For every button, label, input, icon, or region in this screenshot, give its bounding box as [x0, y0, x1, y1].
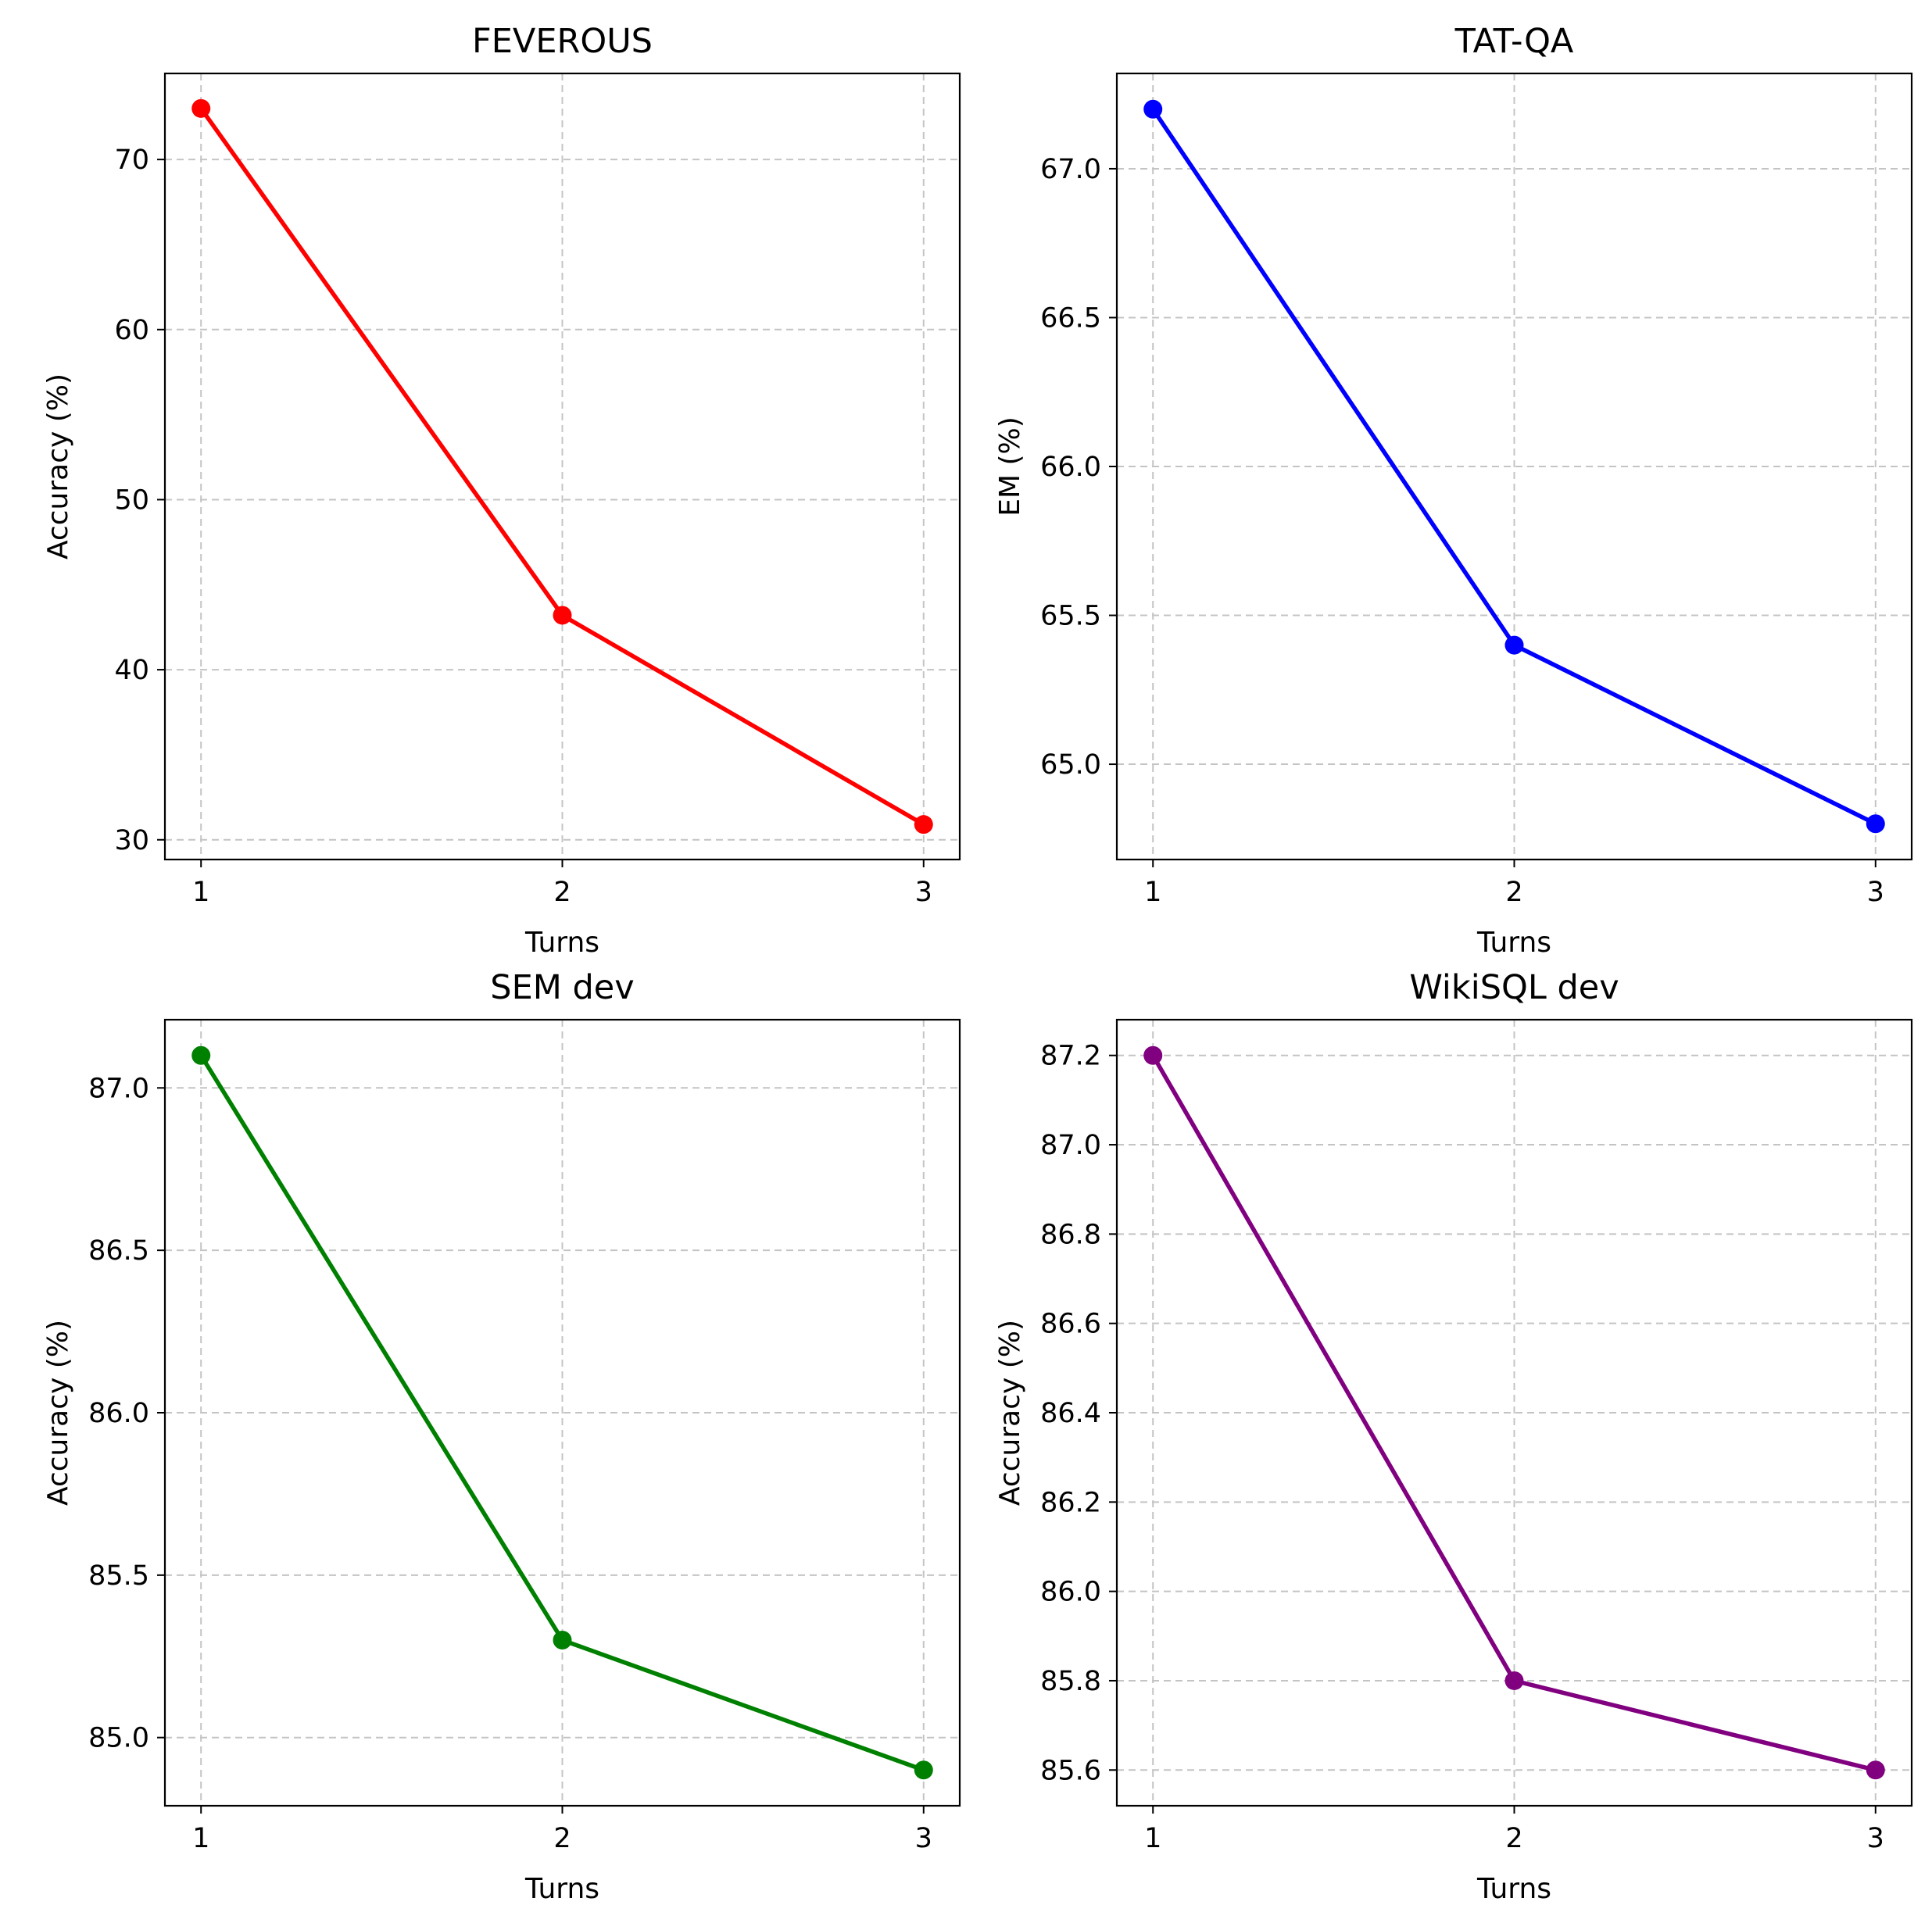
y-axis-label: Accuracy (%): [42, 1320, 74, 1506]
y-tick-label: 85.0: [88, 1723, 149, 1754]
y-tick-label: 50: [114, 484, 149, 516]
y-tick-label: 87.2: [1040, 1041, 1101, 1072]
y-tick-label: 86.8: [1040, 1219, 1101, 1250]
data-point: [1866, 814, 1885, 834]
x-tick-label: 1: [192, 877, 209, 908]
x-tick-label: 2: [1505, 877, 1522, 908]
x-tick-label: 3: [915, 1823, 932, 1854]
y-tick-label: 87.0: [88, 1073, 149, 1104]
x-tick-label: 1: [1144, 877, 1161, 908]
y-tick-label: 86.0: [88, 1398, 149, 1429]
data-point: [1504, 635, 1524, 655]
data-point: [914, 1760, 933, 1780]
data-point: [553, 606, 572, 625]
x-tick-label: 2: [1505, 1823, 1522, 1854]
y-tick-label: 70: [114, 145, 149, 176]
y-tick-label: 86.4: [1040, 1398, 1101, 1429]
subplot-wikisql-dev: 1 2 3 85.6 85.8 86.0 86.2 86.4 86.6 86.8 87.0 87.2 W…: [994, 968, 1913, 1905]
y-tick-label: 66.5: [1040, 302, 1101, 334]
subplot-tat-qa: 1 2 3 65.0 65.5 66.0 66.5 67.0 TAT-QA Turns EM (%): [994, 22, 1913, 959]
x-tick-label: 3: [1867, 877, 1884, 908]
subplot-sem-dev: 1 2 3 85.0 85.5 86.0 86.5 87.0 SEM dev Turns Accur…: [42, 968, 961, 1905]
data-point: [914, 815, 933, 835]
y-tick-label: 30: [114, 825, 149, 856]
x-tick-label: 3: [915, 877, 932, 908]
y-tick-label: 65.5: [1040, 601, 1101, 632]
y-tick-label: 60: [114, 315, 149, 346]
x-axis-label: Turns: [524, 927, 599, 959]
y-tick-label: 67.0: [1040, 154, 1101, 185]
chart-title: SEM dev: [490, 968, 634, 1007]
y-tick-label: 85.6: [1040, 1755, 1101, 1786]
y-tick-label: 86.2: [1040, 1487, 1101, 1518]
y-axis-label: Accuracy (%): [42, 373, 74, 559]
x-axis-label: Turns: [1476, 927, 1551, 959]
y-tick-label: 86.6: [1040, 1309, 1101, 1340]
data-point: [191, 98, 211, 118]
y-tick-label: 87.0: [1040, 1130, 1101, 1161]
y-tick-label: 85.8: [1040, 1666, 1101, 1697]
x-tick-label: 1: [192, 1823, 209, 1854]
y-axis-label: EM (%): [994, 416, 1026, 516]
x-tick-label: 1: [1144, 1823, 1161, 1854]
data-point: [1143, 99, 1163, 119]
y-tick-label: 66.0: [1040, 452, 1101, 483]
y-tick-label: 86.5: [88, 1235, 149, 1267]
data-point: [1504, 1671, 1524, 1690]
data-point: [553, 1630, 572, 1649]
data-point: [191, 1045, 211, 1065]
data-point: [1143, 1045, 1163, 1065]
chart-title: TAT-QA: [1454, 22, 1574, 61]
y-tick-label: 86.0: [1040, 1577, 1101, 1608]
x-axis-label: Turns: [524, 1873, 599, 1905]
data-point: [1866, 1760, 1885, 1780]
x-tick-label: 3: [1867, 1823, 1884, 1854]
y-axis-label: Accuracy (%): [994, 1320, 1026, 1506]
chart-title: FEVEROUS: [472, 22, 653, 61]
y-tick-label: 65.0: [1040, 749, 1101, 781]
y-tick-label: 40: [114, 655, 149, 686]
x-tick-label: 2: [553, 877, 571, 908]
x-tick-label: 2: [553, 1823, 571, 1854]
y-tick-label: 85.5: [88, 1560, 149, 1592]
x-axis-label: Turns: [1476, 1873, 1551, 1905]
chart-title: WikiSQL dev: [1409, 968, 1619, 1007]
subplot-feverous: 1 2 3 30 40 50 60 70 FEVEROUS Turns Accuracy (%): [42, 22, 961, 959]
